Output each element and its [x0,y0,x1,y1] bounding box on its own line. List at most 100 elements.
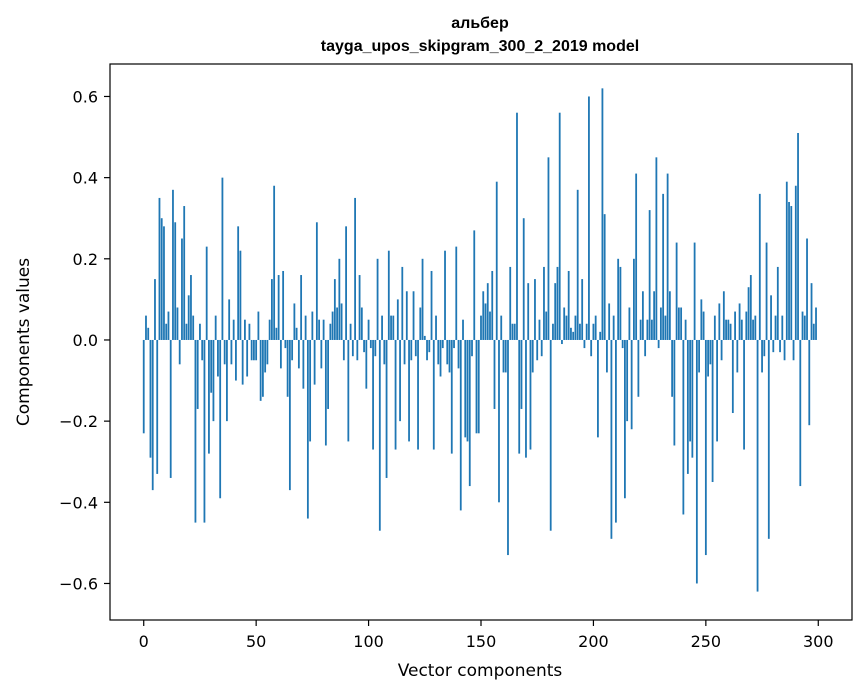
bar [241,339,244,385]
bar [145,315,147,340]
bar [713,315,716,340]
bar [648,210,651,340]
bar [806,238,808,340]
bar [691,339,694,458]
bar [322,319,325,340]
bar [763,339,766,357]
bar [482,291,485,340]
bar [295,327,298,340]
bar [563,307,566,340]
bar [772,339,775,353]
bar [561,339,563,345]
bar [345,226,347,340]
bar [414,339,417,357]
bar [547,157,550,340]
bar [695,339,698,584]
bar [810,283,813,340]
bar [232,319,235,340]
bar [293,303,296,340]
bar [522,218,525,340]
bar [727,319,730,340]
bar [428,339,431,353]
bar [217,339,219,377]
bar [794,185,797,340]
bar [282,270,285,340]
bar [628,307,631,340]
bar [639,319,642,340]
bar [297,339,300,369]
x-tick-label: 150 [466,632,497,651]
bar [149,339,152,458]
bar [410,339,413,361]
bar [729,323,732,340]
bar [682,339,685,515]
bar [507,339,509,556]
plot-frame [109,63,853,621]
bar [320,339,323,369]
bar [585,323,588,340]
bar [306,339,309,519]
bar [590,339,593,357]
bar [770,295,772,340]
bar [489,311,491,340]
bar [459,339,462,511]
bar [650,319,653,340]
bar [291,339,294,361]
bar [471,339,473,357]
bar [633,258,635,340]
bar [500,315,503,340]
bar [270,279,273,340]
bar [228,299,231,340]
bar [210,339,213,393]
bar [208,339,210,454]
y-tick-label: −0.4 [59,493,98,512]
bar [484,303,487,340]
y-tick-label: 0.2 [73,250,98,269]
bar [812,323,815,340]
bar [518,339,521,454]
bar [520,339,523,409]
bar [315,222,318,340]
bar [174,222,177,340]
bar [347,339,350,442]
bar [187,295,190,340]
bar [203,339,206,523]
bar [486,283,489,340]
bar [356,339,359,361]
bar [201,339,204,361]
bar [181,238,183,340]
bar [439,339,442,377]
bar [358,275,361,340]
bar [680,307,683,340]
chart-title: альбер [451,15,509,32]
bar [581,279,584,340]
bar [349,323,352,340]
y-axis-ticks: −0.6 −0.4 −0.2 0.0 0.2 0.4 0.6 [59,87,110,593]
bar [246,339,249,377]
bar [147,327,150,340]
bar [462,319,464,340]
bar [693,242,696,340]
bar [351,339,354,357]
bar [785,181,788,340]
bar [545,311,548,340]
bar [491,270,494,340]
bar [776,266,779,340]
bar [367,319,370,340]
bar [513,323,516,340]
bar [253,339,255,361]
bar [716,339,718,442]
bar [740,319,743,340]
bar [192,315,195,340]
bar [437,339,440,365]
bar [374,339,377,357]
bar [758,193,761,340]
bar [363,339,365,353]
bar [426,339,428,361]
bar [302,339,305,389]
bar [637,339,640,397]
bar [749,275,752,340]
bar [176,307,179,340]
bar [792,339,795,361]
bar [527,283,530,340]
